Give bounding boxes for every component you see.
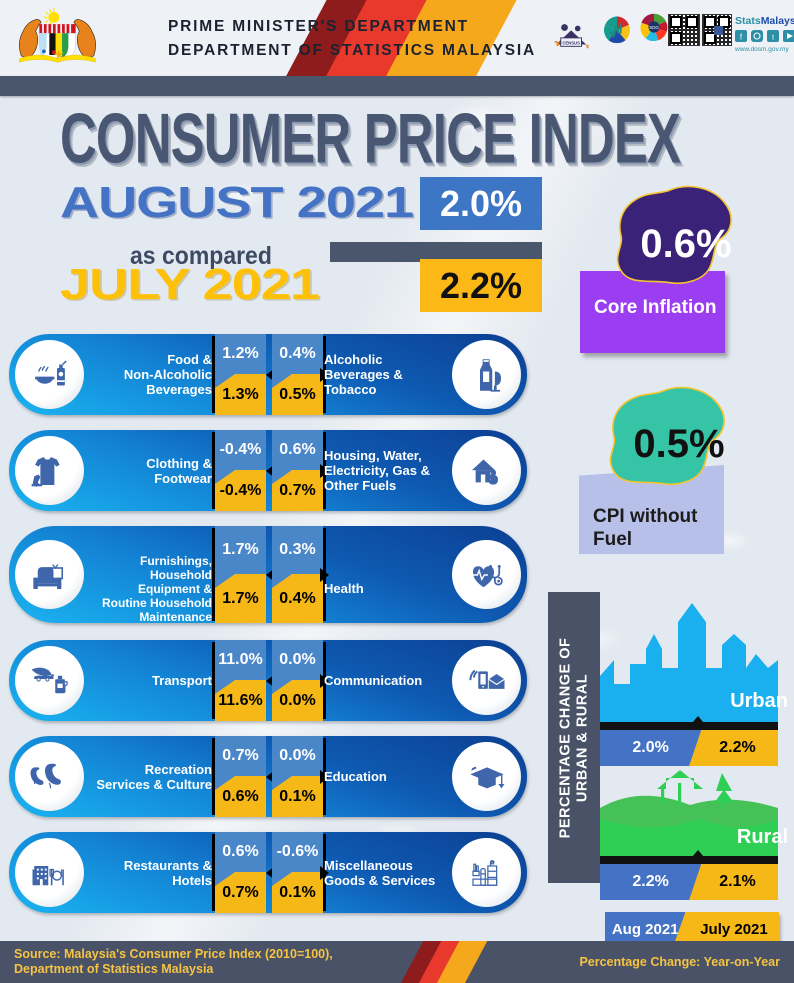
svg-text:CENSUS: CENSUS: [562, 40, 580, 45]
svg-text:SDG: SDG: [649, 25, 659, 30]
